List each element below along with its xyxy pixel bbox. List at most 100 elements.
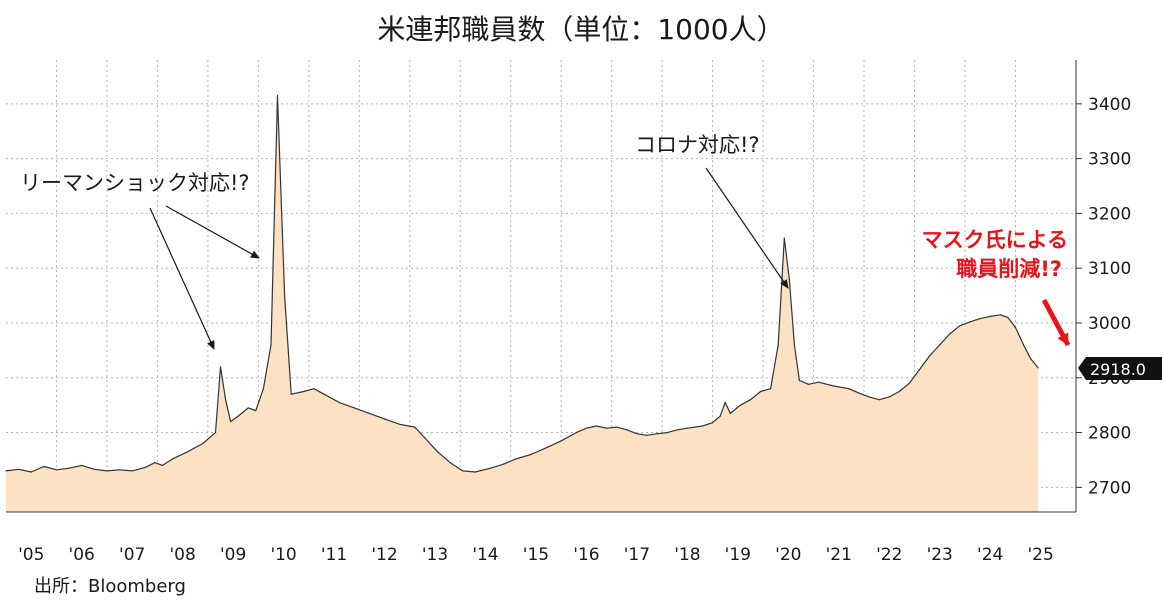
x-tick-label: '18 [674, 545, 700, 565]
last-value-label: 2918.0 [1090, 360, 1146, 379]
data-point [43, 465, 45, 468]
data-point [666, 432, 668, 434]
data-point [270, 344, 272, 346]
data-point [701, 425, 704, 427]
x-tick-label: '08 [169, 545, 195, 565]
data-point [338, 401, 340, 403]
data-point [106, 470, 108, 472]
x-tick-label: '25 [1028, 545, 1054, 565]
data-point [449, 462, 451, 464]
data-point [719, 415, 721, 417]
data-point [878, 399, 880, 401]
x-tick-label: '15 [523, 545, 549, 565]
data-point [247, 407, 249, 409]
x-tick-label: '17 [624, 545, 650, 565]
data-point [606, 427, 608, 429]
data-point [81, 464, 83, 466]
data-point [818, 381, 820, 383]
data-point [798, 379, 801, 382]
data-point [214, 432, 217, 434]
x-tick-label: '06 [69, 545, 95, 565]
data-point [626, 429, 628, 431]
x-tick-label: '05 [18, 545, 44, 565]
data-point [161, 464, 164, 466]
data-point [131, 470, 133, 472]
data-point [686, 427, 689, 429]
data-point [144, 467, 146, 469]
data-point [656, 433, 658, 435]
x-tick-label: '13 [422, 545, 448, 565]
data-point [18, 468, 20, 470]
y-tick-label: 3000 [1088, 314, 1131, 334]
data-point [595, 425, 598, 427]
data-point [230, 421, 232, 423]
data-point [303, 390, 305, 393]
data-point [93, 468, 95, 470]
annotation-musk-line2: 職員削減!? [956, 257, 1062, 281]
x-tick-label: '24 [977, 545, 1003, 565]
y-tick-label: 3100 [1088, 259, 1131, 279]
data-point [724, 401, 726, 403]
data-point [119, 469, 121, 471]
data-point [55, 469, 58, 471]
data-point [225, 399, 227, 401]
data-point [788, 278, 790, 280]
x-tick-label: '16 [573, 545, 599, 565]
x-tick-label: '10 [270, 545, 296, 565]
annotation-musk-line1: マスク氏による [922, 228, 1068, 252]
data-point [154, 462, 156, 464]
data-point [68, 467, 70, 469]
data-point [545, 447, 547, 449]
data-point [833, 385, 835, 387]
data-point [474, 471, 476, 473]
data-point [237, 415, 239, 417]
data-point [749, 399, 752, 401]
data-point [255, 410, 257, 412]
data-point [898, 390, 900, 393]
x-tick-label: '12 [371, 545, 397, 565]
x-tick-label: '22 [876, 545, 902, 565]
data-point [530, 453, 532, 456]
data-point [515, 458, 517, 460]
data-point [729, 412, 731, 414]
data-point [888, 396, 890, 398]
data-point [313, 388, 315, 390]
data-point [793, 344, 796, 346]
data-point [868, 396, 870, 398]
x-tick-label: '23 [927, 545, 953, 565]
data-point [172, 458, 174, 460]
data-point [989, 315, 991, 317]
y-tick-label: 3400 [1088, 95, 1131, 115]
data-point [575, 432, 577, 434]
data-point [276, 95, 279, 97]
data-point [848, 388, 850, 390]
data-point [969, 321, 971, 323]
data-point [368, 412, 370, 414]
data-point [858, 392, 860, 394]
data-point [5, 470, 7, 472]
data-point [918, 369, 921, 371]
data-point [676, 429, 678, 431]
data-point [399, 423, 401, 425]
data-point [424, 437, 426, 439]
data-point [187, 451, 189, 453]
data-point [999, 314, 1001, 316]
lehman-arrow-1 [149, 207, 215, 350]
data-point [202, 442, 204, 445]
data-point [290, 393, 292, 395]
data-point [262, 388, 264, 390]
annotation-covid: コロナ対応!? [635, 133, 760, 157]
data-point [1037, 367, 1039, 369]
data-point [462, 470, 464, 472]
data-point [739, 404, 742, 406]
data-point [560, 440, 562, 442]
data-point [783, 237, 785, 239]
musk-arrow [1041, 298, 1071, 347]
data-point [959, 325, 961, 327]
data-point [219, 366, 222, 368]
x-tick-label: '19 [725, 545, 751, 565]
data-point [1022, 343, 1024, 345]
data-point [353, 407, 355, 409]
data-point [949, 333, 951, 335]
